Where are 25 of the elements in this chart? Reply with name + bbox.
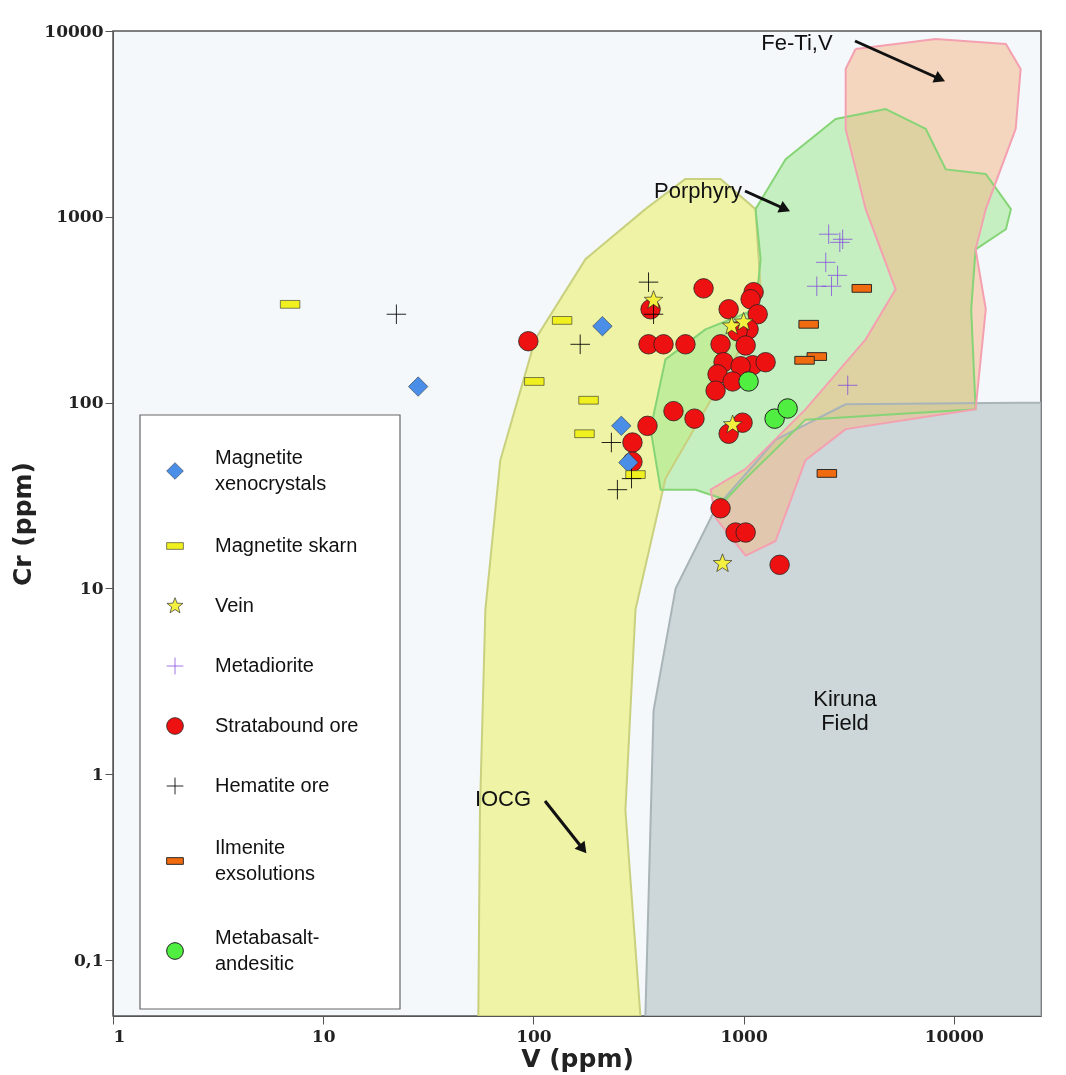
y-axis-title: Cr (ppm): [8, 461, 38, 587]
y-tick-label: 10: [79, 577, 104, 598]
legend-label: Magnetite xenocrystals: [215, 446, 327, 494]
x-tick-label: 1000: [720, 1025, 768, 1046]
y-tick-label: 0,1: [73, 949, 104, 970]
legend-label: Metadiorite: [215, 654, 314, 676]
legend-label: Metabasalt-andesitic: [215, 926, 320, 974]
series-label: Porphyry: [653, 178, 743, 203]
legend-label: Ilmenite exsolutions: [215, 836, 316, 884]
series-label: IOCG: [474, 786, 532, 811]
series-label: Kiruna Field: [813, 686, 878, 735]
legend-label: Hematite ore: [215, 774, 330, 796]
legend-label: Stratabound ore: [215, 714, 359, 736]
legend-label: Magnetite skarn: [215, 534, 358, 556]
y-tick-label: 10000: [44, 20, 104, 41]
series-label: Fe-Ti,V: [761, 30, 833, 55]
y-tick-label: 100: [68, 392, 104, 413]
x-tick-label: 1: [113, 1025, 126, 1046]
y-tick-label: 1000: [56, 206, 104, 227]
x-tick-label: 100: [516, 1025, 552, 1046]
y-tick-label: 1: [91, 763, 104, 784]
legend-label: Vein: [215, 594, 254, 616]
x-tick-label: 10: [311, 1025, 336, 1046]
x-axis-title: V (ppm): [521, 1043, 634, 1073]
x-tick-label: 10000: [924, 1025, 985, 1046]
